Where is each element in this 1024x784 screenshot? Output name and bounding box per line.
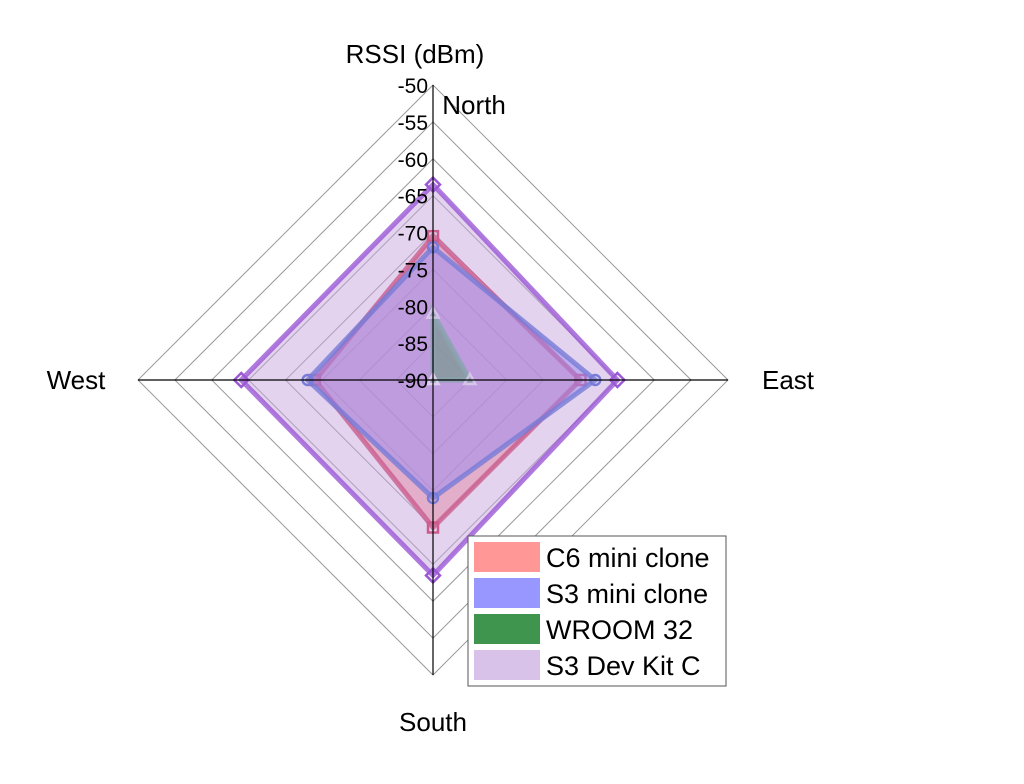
tick-label: -55 xyxy=(398,112,428,135)
radial-axis-title: RSSI (dBm) xyxy=(346,39,485,69)
tick-labels: -50 -55 -60 -65 -70 -75 -80 -85 -90 xyxy=(398,75,428,393)
tick-label: -70 xyxy=(398,223,428,246)
direction-label-west: West xyxy=(47,365,107,395)
tick-label: -65 xyxy=(398,186,428,209)
legend-label: C6 mini clone xyxy=(546,543,710,573)
axes xyxy=(138,85,728,675)
legend-label: S3 Dev Kit C xyxy=(546,651,701,681)
tick-label: -85 xyxy=(398,333,428,356)
direction-label-north: North xyxy=(442,90,506,120)
legend-swatch xyxy=(474,650,540,680)
tick-label: -80 xyxy=(398,296,428,319)
tick-label: -75 xyxy=(398,259,428,282)
legend-swatch xyxy=(474,614,540,644)
data-point-marker xyxy=(232,371,251,389)
legend-label: WROOM 32 xyxy=(546,615,693,645)
legend-swatch xyxy=(474,578,540,608)
tick-label: -60 xyxy=(398,149,428,172)
direction-label-east: East xyxy=(762,365,815,395)
data-point-marker xyxy=(608,371,627,389)
legend-label: S3 mini clone xyxy=(546,579,708,609)
legend-swatch xyxy=(474,542,540,572)
tick-label: -50 xyxy=(398,75,428,98)
direction-label-south: South xyxy=(399,707,467,737)
legend: C6 mini clone S3 mini clone WROOM 32 S3 Dev… xyxy=(467,535,727,687)
tick-label: -90 xyxy=(398,370,428,393)
